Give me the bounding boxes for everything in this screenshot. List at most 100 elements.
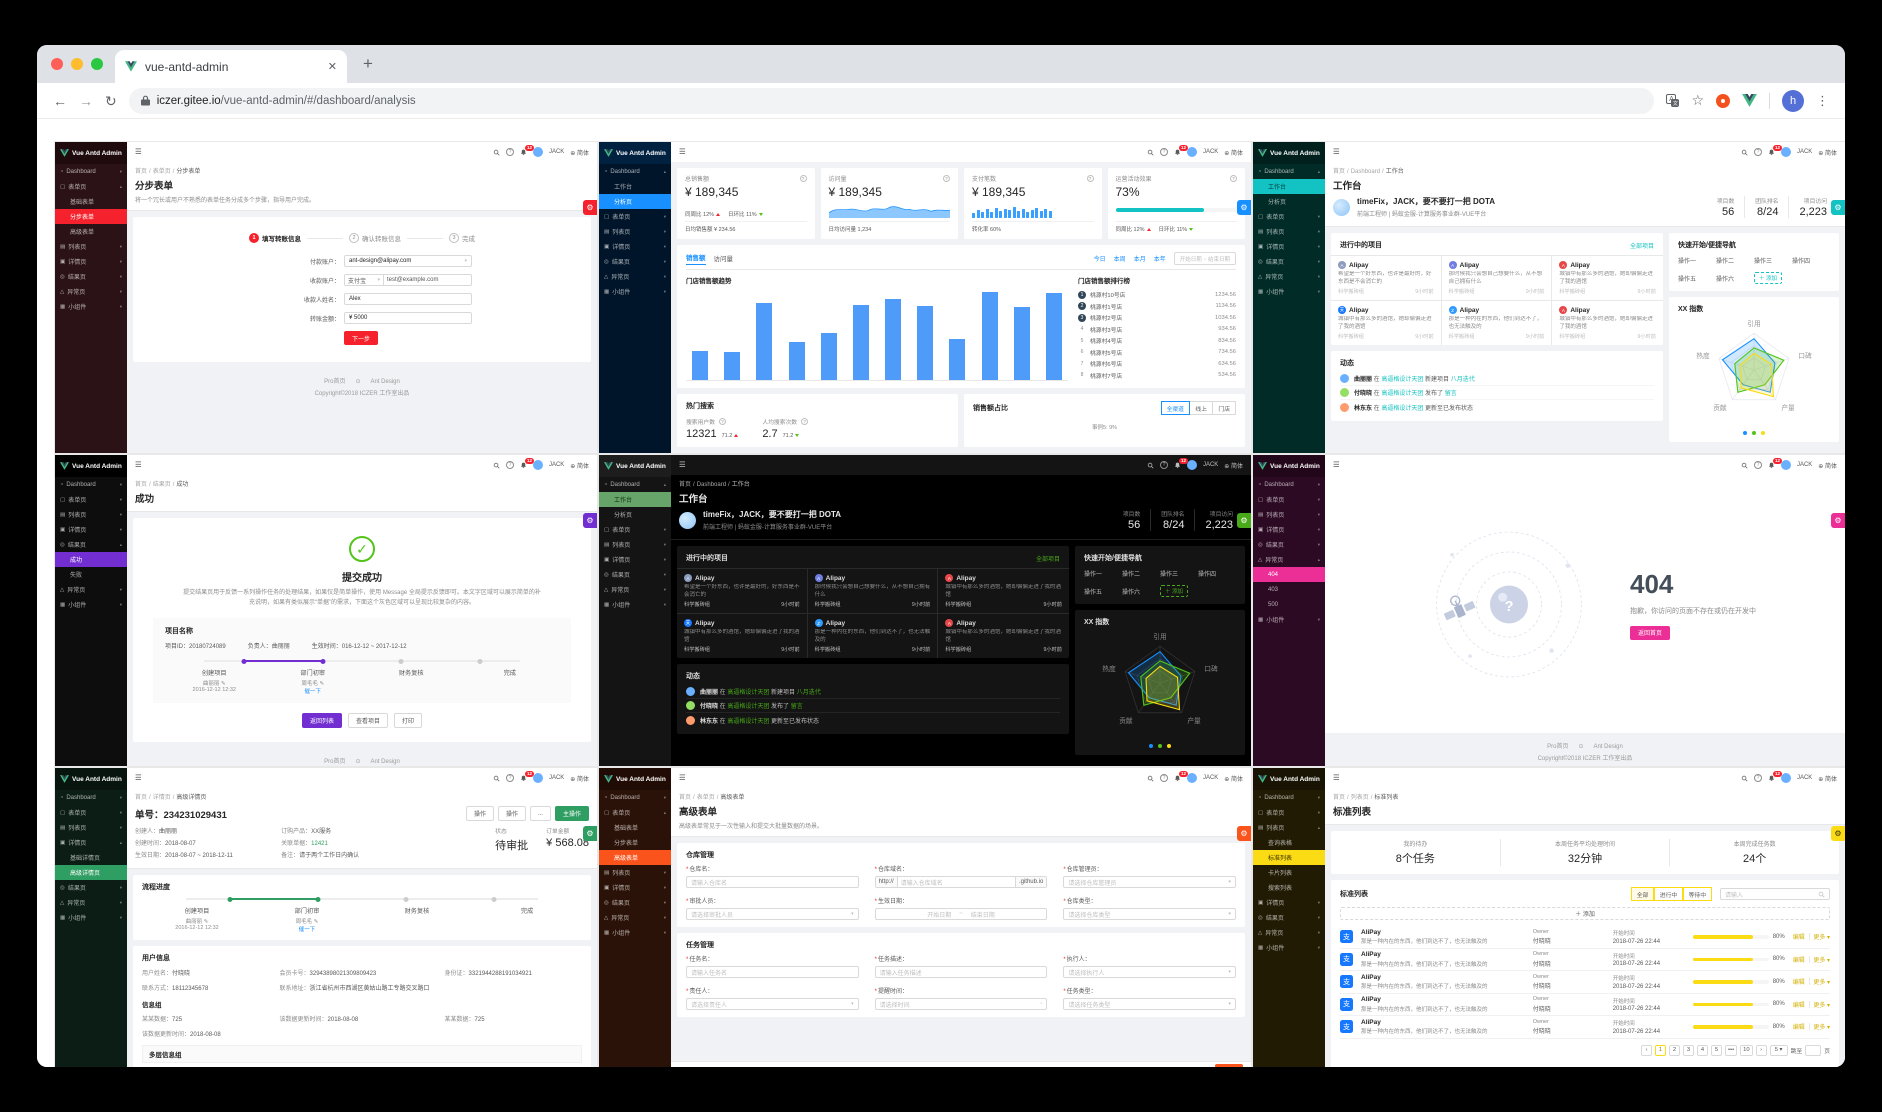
bell-icon[interactable]: 12 xyxy=(1174,144,1188,156)
user-name[interactable]: JACK xyxy=(1796,462,1813,468)
bell-icon[interactable]: 12 xyxy=(520,144,534,156)
menu-fold-icon[interactable]: ☰ xyxy=(679,460,686,470)
sidebar-item-异常页[interactable]: △ 异常页 ▾ xyxy=(604,273,666,282)
sidebar-item-列表页[interactable]: ▤ 列表页 ▾ xyxy=(1258,511,1320,520)
receiver-name-input[interactable]: Alex xyxy=(344,293,472,305)
range-本月[interactable]: 本月 xyxy=(1133,257,1146,263)
user-avatar[interactable] xyxy=(1780,147,1791,157)
profile-avatar[interactable]: h xyxy=(1782,89,1804,112)
project-card[interactable]: A Alipay 那时候我只会想自己想要什么，从不想自己拥有什么 科学搬砖组 9小时前 xyxy=(807,568,939,613)
filter-等待中[interactable]: 等待中 xyxy=(1682,887,1712,901)
help-icon[interactable]: ? xyxy=(505,148,514,156)
sidebar-item-Dashboard[interactable]: ◔ Dashboard ▾ xyxy=(604,794,666,801)
back-home-button[interactable]: 返回首页 xyxy=(1630,625,1671,640)
user-name[interactable]: JACK xyxy=(548,149,565,155)
help-icon[interactable]: ? xyxy=(1159,774,1168,782)
breadcrumb-link[interactable]: 表单页 xyxy=(696,795,715,801)
sidebar-item-结果页[interactable]: ◎ 结果页 ▾ xyxy=(1258,914,1320,923)
edit-link[interactable]: 编辑 xyxy=(1792,980,1805,987)
edit-link[interactable]: 编辑 xyxy=(1792,935,1805,942)
menu-fold-icon[interactable]: ☰ xyxy=(679,147,686,157)
bell-icon[interactable]: 12 xyxy=(1174,457,1188,469)
quick-nav-操作一[interactable]: 操作一 xyxy=(1084,572,1103,578)
sidebar-item-异常页[interactable]: △ 异常页 ▾ xyxy=(604,586,666,595)
breadcrumb-link[interactable]: Dashboard xyxy=(696,482,727,488)
brand-logo[interactable]: Vue Antd Admin xyxy=(599,455,671,477)
quick-nav-操作五[interactable]: 操作五 xyxy=(1084,589,1103,596)
project-card[interactable]: 支 Alipay 城镇中有那么多的酒馆，她却偏偏走进了我的酒馆 科学搬砖组 9小时前 xyxy=(1331,300,1442,345)
jump-page-input[interactable] xyxy=(1805,1044,1822,1056)
range-本周[interactable]: 本周 xyxy=(1113,257,1126,263)
menu-fold-icon[interactable]: ☰ xyxy=(135,147,142,157)
project-card[interactable]: A Alipay 城镇中有那么多的酒馆，她却偏偏走进了我的酒馆 科学搬砖组 9小时前 xyxy=(1552,255,1663,300)
add-item-button[interactable]: ＋ 添加 xyxy=(1340,907,1830,920)
sidebar-item-成功[interactable]: 成功 xyxy=(55,552,127,567)
more-link[interactable]: 更多 ▾ xyxy=(1813,1002,1830,1009)
breadcrumb-link[interactable]: 首页 xyxy=(679,482,692,488)
sidebar-item-详情页[interactable]: ▣ 详情页 ▾ xyxy=(60,258,122,267)
project-card[interactable]: Z Alipay 那是一种内在的东西，他们到达不了，也无法触及的 科学搬砖组 9小时前 xyxy=(807,613,939,658)
field-责任人[interactable]: 请选择责任人 ▾ xyxy=(686,998,859,1010)
bell-icon[interactable]: 12 xyxy=(1174,770,1188,782)
sidebar-item-403[interactable]: 403 xyxy=(1268,586,1279,593)
button-打印[interactable]: 打印 xyxy=(394,713,423,729)
sidebar-item-Dashboard[interactable]: ◔ Dashboard ▴ xyxy=(1258,168,1320,175)
search-icon[interactable] xyxy=(493,462,500,469)
page-10[interactable]: 10 xyxy=(1740,1044,1753,1056)
sidebar-item-小组件[interactable]: ▦ 小组件 ▾ xyxy=(1258,944,1320,953)
quick-nav-操作二[interactable]: 操作二 xyxy=(1122,572,1141,578)
brand-logo[interactable]: Vue Antd Admin xyxy=(1253,768,1325,790)
menu-fold-icon[interactable]: ☰ xyxy=(135,460,142,470)
sidebar-item-500[interactable]: 500 xyxy=(1268,601,1279,608)
brand-logo[interactable]: Vue Antd Admin xyxy=(599,768,671,790)
sidebar-item-列表页[interactable]: ▤ 列表页 ▾ xyxy=(1258,228,1320,237)
breadcrumb-link[interactable]: 首页 xyxy=(135,169,148,175)
language-switch[interactable]: ⊕ 简体 xyxy=(1818,776,1837,783)
help-icon[interactable]: ? xyxy=(1753,774,1762,782)
add-nav-button[interactable]: ＋ 添加 xyxy=(1160,585,1189,597)
sidebar-item-结果页[interactable]: ◎ 结果页 ▾ xyxy=(1258,258,1320,267)
project-card[interactable]: A Alipay 希望是一个好东西，也许是最好的，好东西是不会消亡的 科学搬砖组 9小时… xyxy=(1331,255,1442,300)
button-查看项目[interactable]: 查看项目 xyxy=(347,713,388,729)
sidebar-item-详情页[interactable]: ▣ 详情页 ▾ xyxy=(604,243,666,252)
vue-devtools-icon[interactable] xyxy=(1742,94,1757,107)
theme-settings-button[interactable]: ⚙ xyxy=(1237,513,1251,528)
page-4[interactable]: 4 xyxy=(1697,1044,1709,1056)
button-返回列表[interactable]: 返回列表 xyxy=(301,713,342,729)
sidebar-item-小组件[interactable]: ▦ 小组件 ▾ xyxy=(60,601,122,610)
edit-link[interactable]: 编辑 xyxy=(1792,1002,1805,1009)
field-任务类型[interactable]: 请选择任务类型 ▾ xyxy=(1063,998,1236,1010)
search-icon[interactable] xyxy=(493,149,500,156)
sidebar-item-卡片列表[interactable]: 卡片列表 xyxy=(1268,871,1293,877)
breadcrumb-link[interactable]: 列表页 xyxy=(1350,795,1369,801)
footer-link[interactable]: Pro首页 xyxy=(324,379,346,385)
quick-nav-操作六[interactable]: 操作六 xyxy=(1716,276,1735,283)
sidebar-item-分析页[interactable]: 分析页 xyxy=(599,194,671,209)
help-icon[interactable]: ? xyxy=(1753,148,1762,156)
bookmark-star-icon[interactable]: ☆ xyxy=(1691,92,1704,108)
project-card[interactable]: 支 Alipay 城镇中有那么多的酒馆，她却偏偏走进了我的酒馆 科学搬砖组 9小时前 xyxy=(677,613,808,658)
sidebar-item-Dashboard[interactable]: ◔ Dashboard ▾ xyxy=(1258,794,1320,801)
user-name[interactable]: JACK xyxy=(548,775,565,781)
sidebar-item-异常页[interactable]: △ 异常页 ▾ xyxy=(60,899,122,908)
sidebar-item-表单页[interactable]: ▢ 表单页 ▴ xyxy=(60,183,122,192)
sidebar-item-工作台[interactable]: 工作台 xyxy=(614,185,633,191)
sidebar-item-表单页[interactable]: ▢ 表单页 ▾ xyxy=(1258,213,1320,222)
edit-link[interactable]: 编辑 xyxy=(1792,957,1805,964)
sidebar-item-异常页[interactable]: △ 异常页 ▾ xyxy=(604,914,666,923)
user-name[interactable]: JACK xyxy=(1202,775,1219,781)
footer-link[interactable]: Pro首页 xyxy=(324,759,346,766)
brand-logo[interactable]: Vue Antd Admin xyxy=(55,455,127,477)
breadcrumb-link[interactable]: 结果页 xyxy=(152,482,171,488)
info-icon[interactable]: ? xyxy=(943,175,950,182)
page-›[interactable]: › xyxy=(1755,1044,1767,1056)
sidebar-item-Dashboard[interactable]: ◔ Dashboard ▴ xyxy=(604,168,666,175)
sidebar-item-高级表单[interactable]: 高级表单 xyxy=(70,230,95,236)
user-avatar[interactable] xyxy=(532,147,543,157)
user-avatar[interactable] xyxy=(1780,773,1791,783)
bell-icon[interactable]: 12 xyxy=(1768,457,1782,469)
quick-nav-操作二[interactable]: 操作二 xyxy=(1716,259,1735,265)
user-avatar[interactable] xyxy=(532,773,543,783)
language-switch[interactable]: ⊕ 简体 xyxy=(1818,150,1837,157)
sidebar-item-详情页[interactable]: ▣ 详情页 ▾ xyxy=(1258,899,1320,908)
